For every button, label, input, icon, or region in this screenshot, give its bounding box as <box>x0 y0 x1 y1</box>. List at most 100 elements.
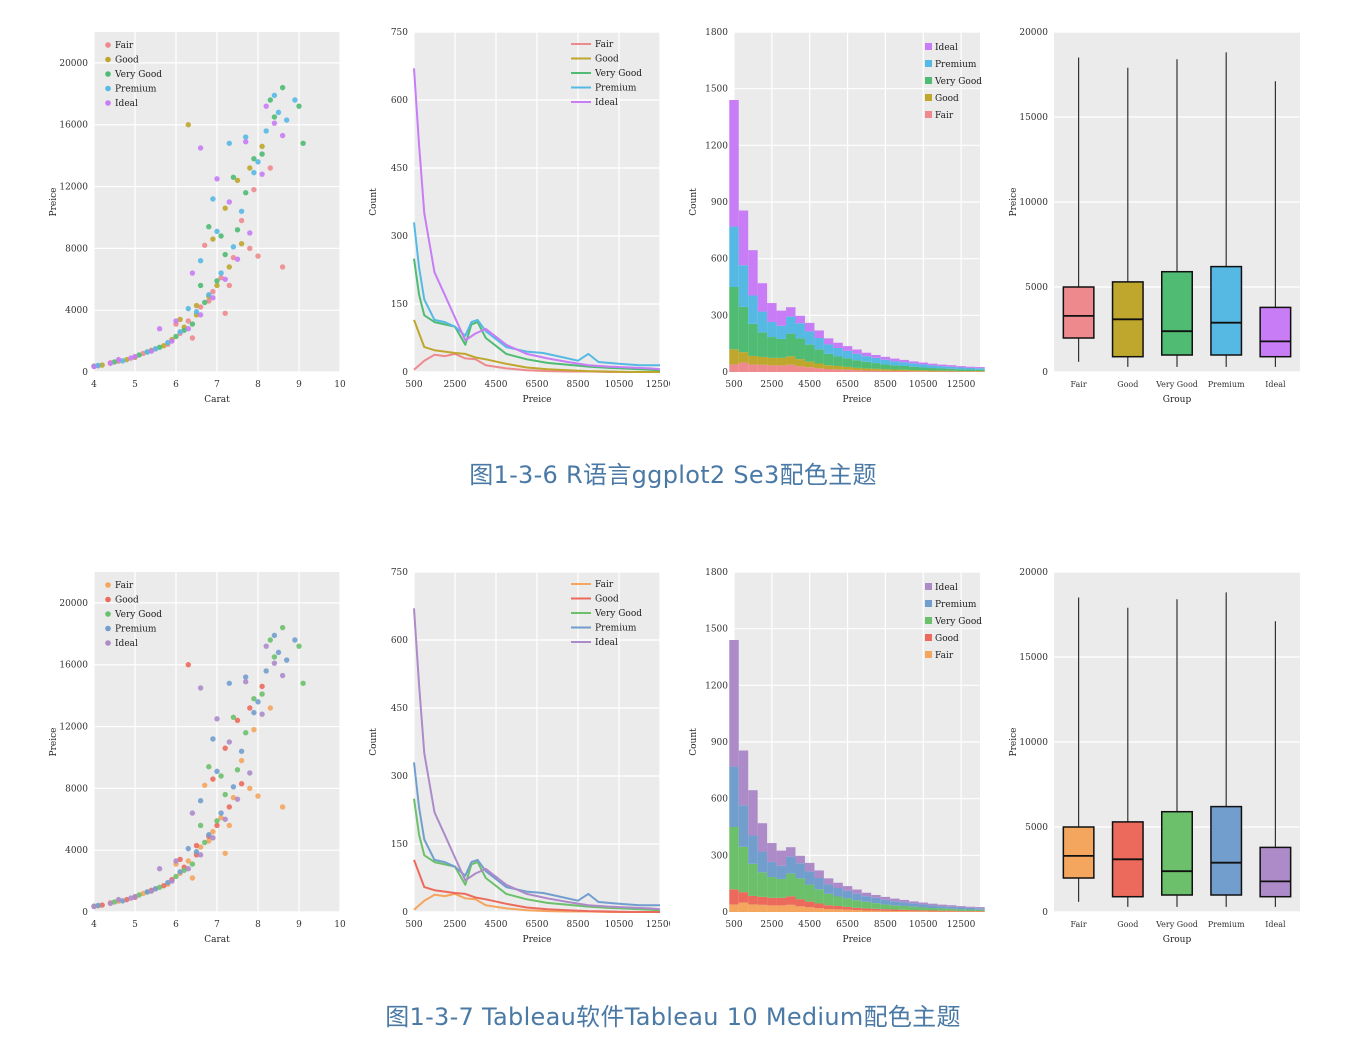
scatter-point <box>156 884 163 890</box>
legend-key <box>105 42 111 48</box>
chart-row-tableau: 0 4000 8000 12000 16000 20000 4 5 6 7 8 9 10 Carat Pre… <box>0 560 1346 980</box>
histogram-bar <box>975 911 985 912</box>
x-tick-label: 500 <box>405 920 422 930</box>
x-tick-label: 4 <box>91 920 97 930</box>
histogram-bar <box>946 371 957 372</box>
histogram-bar <box>757 283 768 312</box>
legend-label: Good <box>935 634 959 644</box>
scatter-point <box>107 900 114 907</box>
histogram-bar <box>729 640 739 767</box>
density-line-good <box>413 859 660 913</box>
y-tick-label: 600 <box>711 795 728 805</box>
histogram-bar <box>861 896 872 902</box>
histogram-bar <box>842 366 853 370</box>
histogram-bar <box>899 911 910 912</box>
y-tick-label: 0 <box>722 368 728 378</box>
boxplot-panel: 0 5000 10000 15000 20000 Group Preice Fair Good V… <box>1000 20 1310 420</box>
scatter-point <box>173 873 179 880</box>
histogram-bar <box>833 888 843 897</box>
scatter-point <box>144 889 150 895</box>
histogram-bar <box>795 899 805 907</box>
scatter-point <box>197 304 204 310</box>
x-tick-label: 4500 <box>798 920 821 930</box>
histogram-bar <box>918 910 928 912</box>
scatter-point <box>210 828 216 835</box>
histogram-bar <box>899 905 910 910</box>
histogram-bar <box>842 346 853 351</box>
legend-key <box>105 71 111 77</box>
scatter-point <box>136 352 142 358</box>
scatter-point <box>238 781 245 787</box>
histogram-bar <box>786 356 796 365</box>
x-tick-label: 2500 <box>760 380 783 390</box>
histogram-bar <box>804 871 815 885</box>
scatter-point <box>279 264 286 270</box>
legend-label: Ideal <box>595 98 618 108</box>
scatter-point <box>247 705 253 711</box>
scatter-point <box>247 165 253 171</box>
legend-key <box>925 600 932 607</box>
histogram-bar <box>871 370 881 372</box>
legend-key <box>105 56 111 63</box>
box-body <box>1160 270 1194 356</box>
y-tick-label: 300 <box>391 772 408 782</box>
legend-label: Ideal <box>595 638 618 648</box>
y-tick-label: 900 <box>711 198 728 208</box>
legend-label: Ideal <box>935 583 958 593</box>
histogram-bar <box>899 365 910 370</box>
histogram-bar <box>748 835 758 864</box>
density-line-ideal <box>413 68 661 371</box>
histogram-bar <box>804 907 815 912</box>
scatter-point <box>197 145 204 151</box>
histogram-bar <box>956 911 966 912</box>
scatter-point <box>169 878 175 884</box>
histogram-bar <box>833 882 843 889</box>
histogram-bar <box>975 907 985 909</box>
histogram-bar <box>786 873 796 897</box>
y-tick-label: 1200 <box>705 681 728 691</box>
x-tick-label: 6 <box>173 380 179 390</box>
histogram-bar <box>814 903 824 909</box>
scatter-point <box>234 227 241 233</box>
x-axis-label: Carat <box>204 395 230 405</box>
histogram-bar <box>937 906 947 909</box>
scatter-point <box>284 657 290 663</box>
x-tick-label: Very Good <box>1155 380 1198 389</box>
legend-label: Premium <box>115 625 157 635</box>
x-tick-label: Very Good <box>1155 920 1198 929</box>
x-tick-label: 8500 <box>567 380 590 390</box>
histogram-bar <box>909 361 919 364</box>
histogram-bar <box>729 827 739 890</box>
legend-key <box>925 651 932 658</box>
scatter-point <box>214 822 220 829</box>
histogram-bar <box>975 368 985 370</box>
scatter-point <box>275 649 282 656</box>
histogram-bar <box>861 352 872 357</box>
histogram-bar <box>956 371 966 372</box>
histogram-bar <box>899 369 910 372</box>
histogram-bar <box>776 325 787 339</box>
histogram-bar <box>880 356 891 360</box>
scatter-point <box>206 298 212 304</box>
x-tick-label: 6 <box>173 920 179 930</box>
histogram-bar <box>975 909 985 912</box>
scatter-point <box>197 258 204 264</box>
histogram-bar <box>804 322 815 332</box>
histogram-bar <box>748 250 758 296</box>
histogram-bar <box>871 895 881 898</box>
histogram-bar <box>776 878 787 898</box>
scatter-point <box>185 845 191 852</box>
x-tick-label: 8500 <box>874 380 897 390</box>
legend-key <box>105 596 111 603</box>
histogram-bar <box>946 905 957 907</box>
scatter-point <box>222 791 228 798</box>
legend-key <box>925 111 932 118</box>
scatter-point <box>243 730 249 736</box>
y-tick-label: 20000 <box>1019 568 1048 578</box>
legend-label: Fair <box>595 40 614 50</box>
histogram-bar <box>823 893 834 906</box>
scatter-point <box>214 282 220 289</box>
y-tick-label: 750 <box>391 28 408 38</box>
scatter-point <box>267 705 273 711</box>
histogram-bar <box>861 892 872 897</box>
